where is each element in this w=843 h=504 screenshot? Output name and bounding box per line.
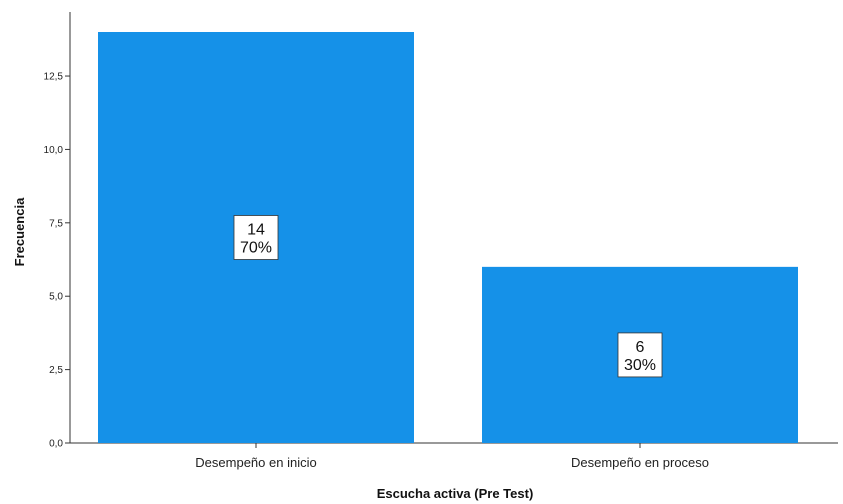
y-axis-title: Frecuencia xyxy=(12,197,27,266)
y-axis-ticks: 0,0 2,5 5,0 7,5 10,0 12,5 xyxy=(44,72,70,450)
x-axis-title: Escucha activa (Pre Test) xyxy=(377,486,534,501)
data-label-percent: 30% xyxy=(624,357,656,374)
y-tick-label: 2,5 xyxy=(49,365,63,376)
x-category-label: Desempeño en inicio xyxy=(195,455,316,470)
y-tick-label: 0,0 xyxy=(49,439,63,450)
data-label-percent: 70% xyxy=(240,240,272,257)
y-tick-label: 7,5 xyxy=(49,218,63,229)
data-label-count: 6 xyxy=(636,339,645,356)
y-tick-label: 5,0 xyxy=(49,292,63,303)
y-tick-label: 10,0 xyxy=(44,145,64,156)
data-label-count: 14 xyxy=(247,222,265,239)
data-label-box xyxy=(233,215,279,260)
y-tick-label: 12,5 xyxy=(44,72,64,83)
x-category-label: Desempeño en proceso xyxy=(571,455,709,470)
x-axis-category-labels: Desempeño en inicio Desempeño en proceso xyxy=(195,443,709,470)
data-label-box xyxy=(617,332,663,378)
